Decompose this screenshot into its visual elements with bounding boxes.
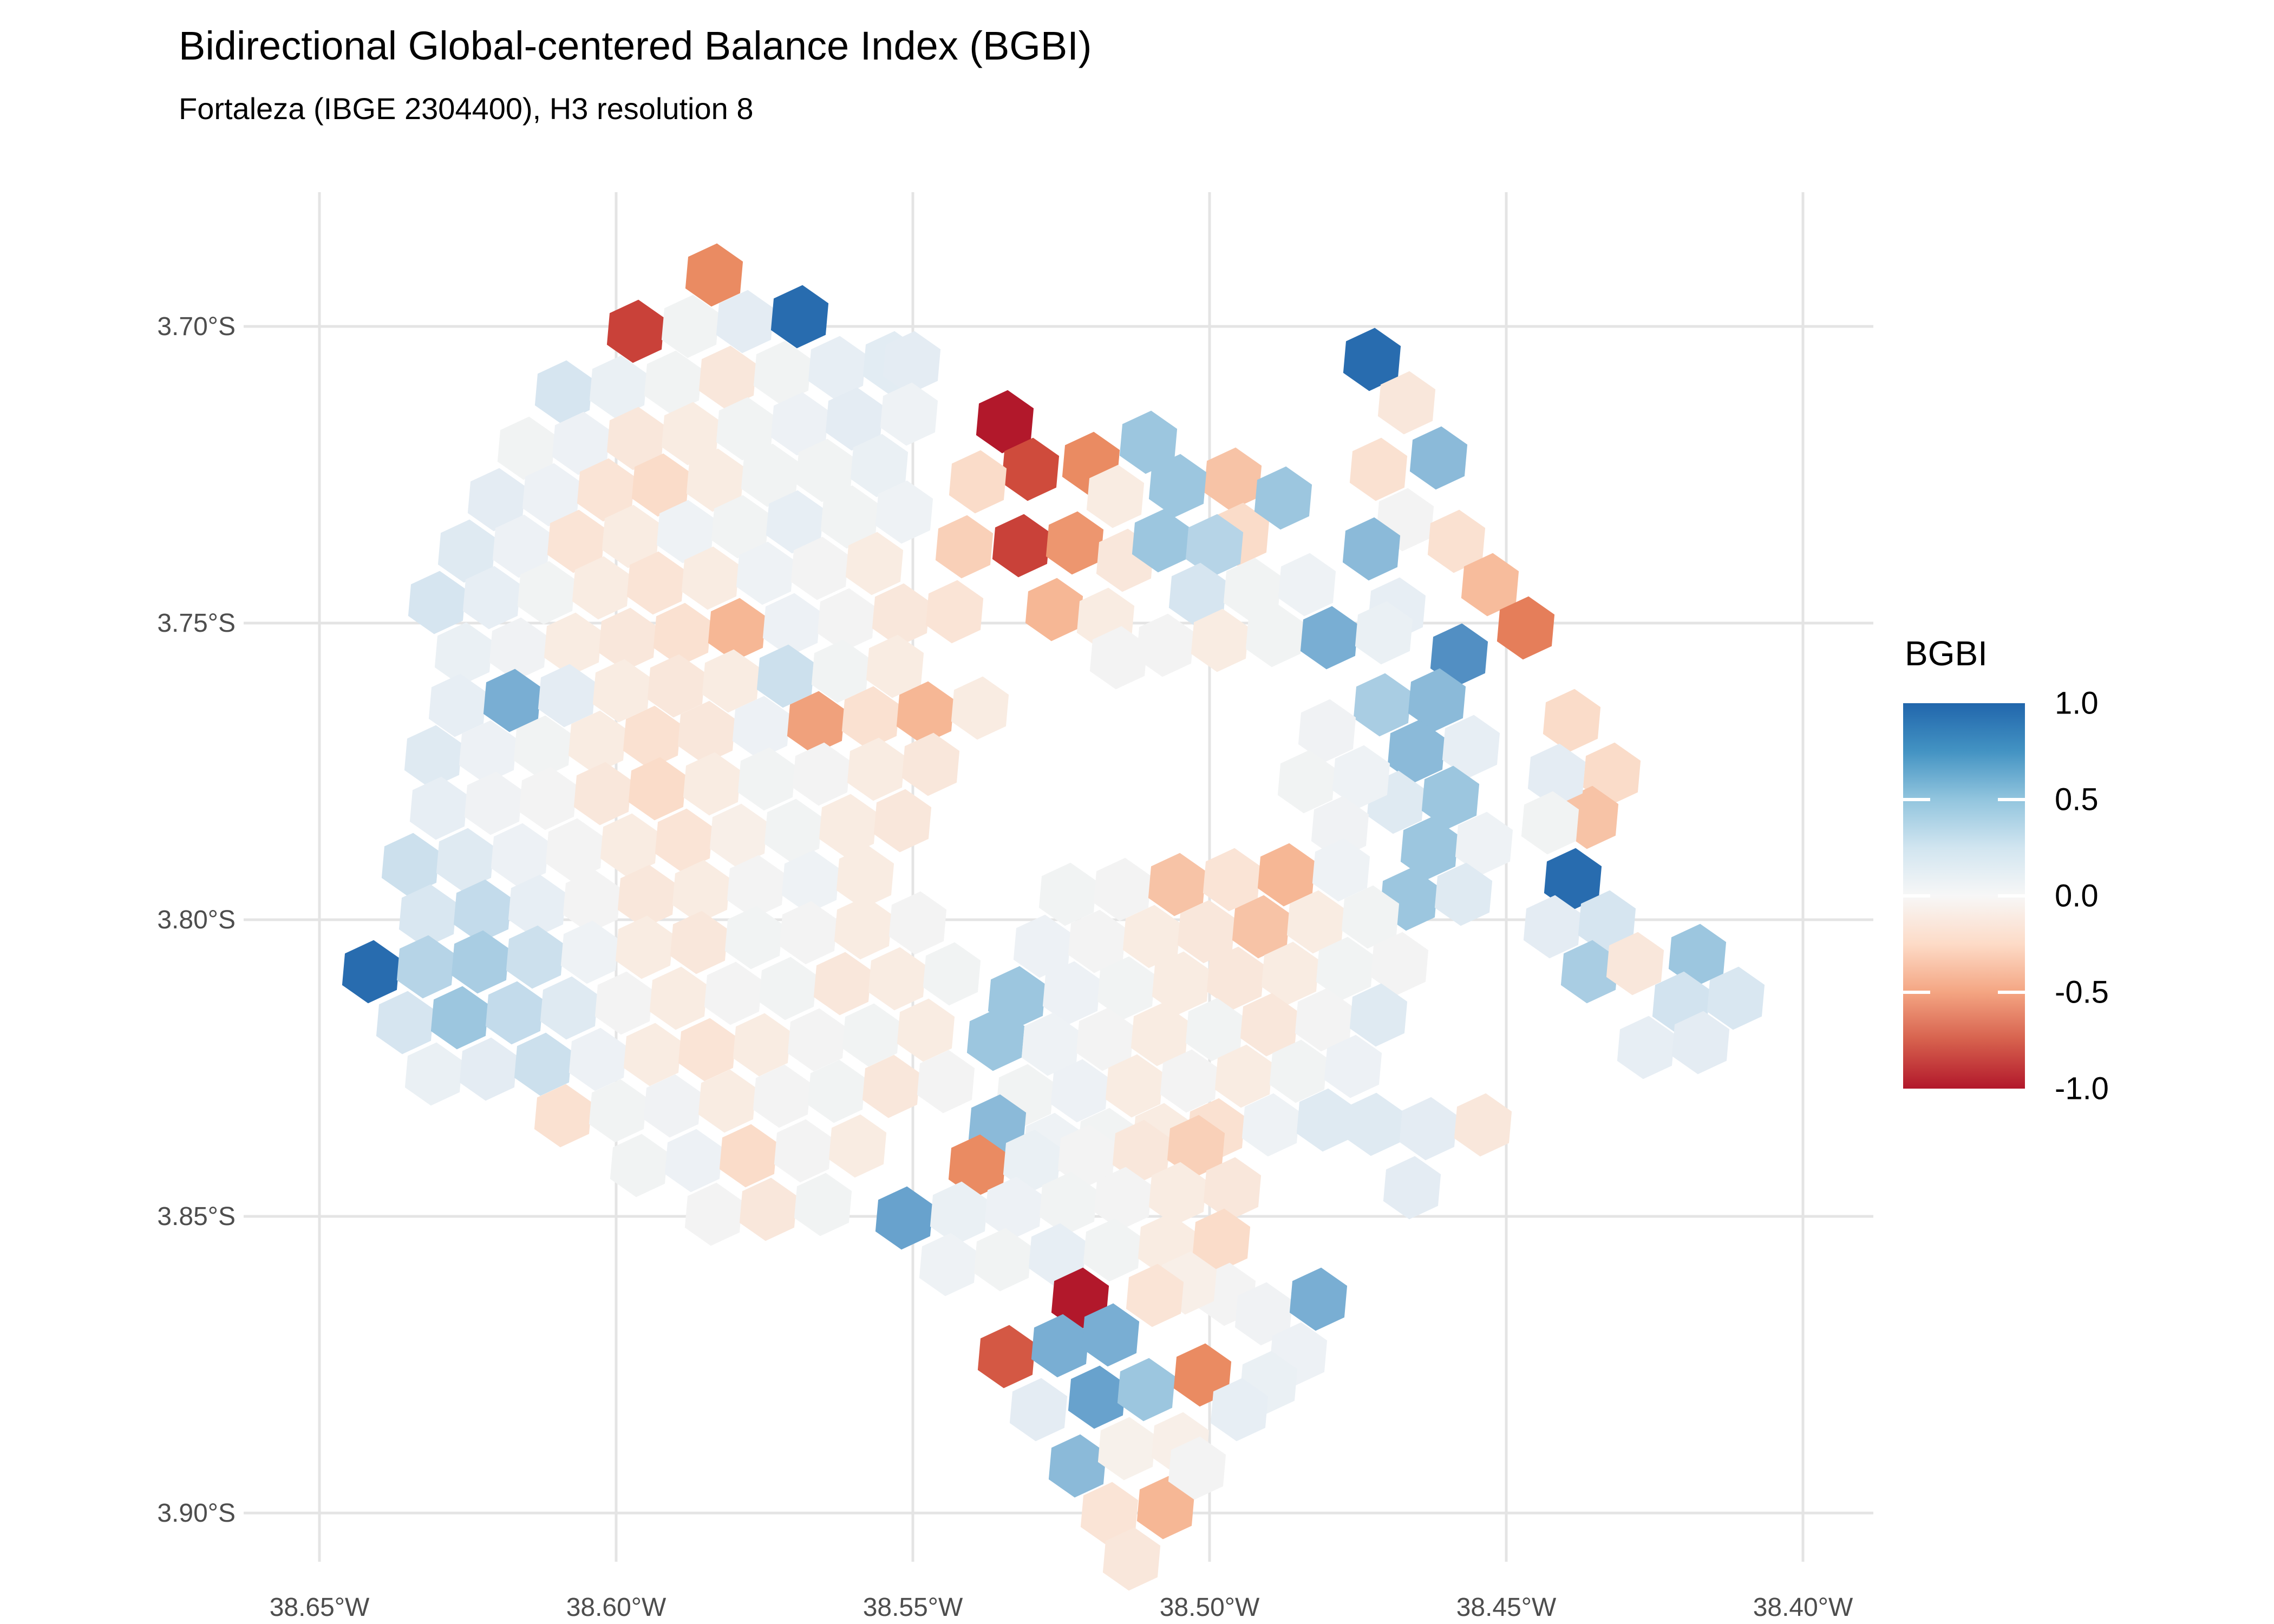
hex-cell	[1210, 1378, 1269, 1442]
hex-cell	[1355, 601, 1413, 665]
chart-title: Bidirectional Global-centered Balance In…	[179, 23, 1092, 68]
hex-cell	[1081, 1303, 1140, 1367]
hex-cell	[1168, 1436, 1226, 1500]
colorbar-tick	[1903, 894, 2025, 898]
hex-cell	[1119, 410, 1178, 474]
hex-cell	[1278, 553, 1336, 617]
x-axis-tick-label: 38.55°W	[863, 1593, 963, 1622]
hex-cell	[1289, 1267, 1348, 1331]
hex-cell	[866, 634, 924, 698]
hex-cell	[880, 382, 938, 446]
hex-cell	[845, 532, 904, 595]
hex-cell	[901, 732, 960, 796]
hex-cell	[888, 891, 947, 955]
hex-cell	[1001, 437, 1060, 501]
hex-cell	[1383, 1156, 1441, 1220]
hex-cell	[1341, 885, 1400, 949]
hex-cell	[976, 390, 1034, 454]
hex-cell	[1086, 464, 1145, 528]
hex-cell	[794, 1173, 852, 1236]
hex-cell	[1427, 509, 1486, 573]
legend-title: BGBI	[1905, 634, 1988, 673]
hex-cell	[951, 676, 1009, 740]
hex-cell	[685, 243, 743, 307]
hex-cell	[1707, 966, 1765, 1030]
x-axis-tick-label: 38.40°W	[1753, 1593, 1853, 1622]
colorbar-tick	[1903, 991, 2025, 994]
hex-cell	[875, 480, 933, 544]
hex-cell	[850, 434, 909, 497]
hex-cell	[917, 1050, 975, 1114]
hex-cell	[925, 580, 984, 644]
chart-subtitle: Fortaleza (IBGE 2304400), H3 resolution …	[179, 91, 754, 126]
hex-cell	[828, 1114, 887, 1178]
hex-cell	[966, 1007, 1025, 1071]
hex-cell	[1344, 1092, 1403, 1156]
hex-cell	[1312, 838, 1370, 902]
hex-cell	[923, 942, 981, 1006]
hex-cell	[1148, 454, 1207, 518]
hex-cell	[1102, 1527, 1161, 1591]
hex-cell	[1117, 1358, 1175, 1422]
hex-cell	[1434, 862, 1493, 926]
y-axis-tick-label: 3.70°S	[157, 312, 236, 341]
colorbar-tick-label: 0.0	[2055, 878, 2099, 914]
hex-cell	[1606, 932, 1664, 996]
y-axis-tick-label: 3.85°S	[157, 1202, 236, 1231]
hex-cell	[935, 515, 994, 579]
hex-cell	[1343, 328, 1401, 391]
hex-cell	[1377, 371, 1436, 435]
hex-cell	[1497, 596, 1555, 660]
hex-cell	[1349, 983, 1408, 1047]
x-axis-tick-label: 38.65°W	[270, 1593, 370, 1622]
hex-cell	[1409, 426, 1468, 490]
colorbar-tick	[1903, 798, 2025, 801]
colorbar-tick-label: -0.5	[2055, 974, 2109, 1010]
hex-cell	[1025, 578, 1083, 641]
y-axis-tick-label: 3.80°S	[157, 906, 236, 934]
x-axis-tick-label: 38.50°W	[1160, 1593, 1260, 1622]
hex-layer	[342, 243, 1765, 1591]
hex-cell	[949, 450, 1007, 514]
x-axis-tick-label: 38.45°W	[1456, 1593, 1557, 1622]
hex-cell	[1521, 791, 1579, 855]
colorbar-tick-label: 0.5	[2055, 782, 2099, 817]
hex-cell	[897, 998, 955, 1062]
colorbar-tick-label: -1.0	[2055, 1071, 2109, 1106]
y-axis-tick-label: 3.90°S	[157, 1499, 236, 1528]
hex-cell	[1461, 553, 1519, 617]
y-axis-tick-label: 3.75°S	[157, 609, 236, 638]
hex-cell	[1324, 1034, 1382, 1098]
hex-cell	[770, 285, 829, 349]
hex-cell	[873, 789, 932, 853]
colorbar-tick-label: 1.0	[2055, 685, 2099, 721]
hex-cell	[1349, 437, 1408, 501]
x-axis-tick-label: 38.60°W	[566, 1593, 666, 1622]
hex-cell	[1254, 466, 1312, 530]
hex-cell	[1671, 1011, 1730, 1075]
colorbar-legend: BGBI 1.0 0.5 0.0 -0.5 -1.0	[1900, 633, 2252, 1106]
hex-cell	[1342, 517, 1401, 581]
hex-cell	[1045, 511, 1104, 575]
hex-cell	[1009, 1378, 1068, 1442]
hex-cell	[1454, 1093, 1512, 1157]
hex-cell	[1126, 1263, 1184, 1327]
